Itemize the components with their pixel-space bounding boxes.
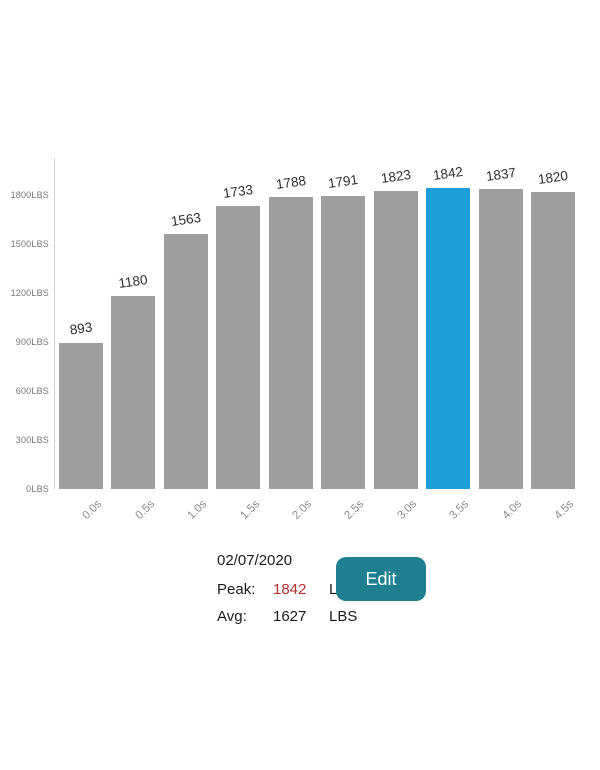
bar-column: 1837 4.0s [478, 158, 524, 522]
y-axis-tick-label: 1500LBS [10, 238, 49, 249]
measurement-date: 02/07/2020 [217, 552, 293, 569]
bar-column: 1563 1.0s [163, 158, 209, 522]
edit-button[interactable]: Edit [336, 557, 426, 601]
bar-value-label: 1180 [118, 272, 149, 292]
bar-value-label: 893 [68, 319, 94, 338]
y-axis-tick-label: 300LBS [15, 434, 49, 445]
bar-value-label: 1842 [432, 163, 464, 183]
bar[interactable] [373, 191, 418, 489]
peak-value: 1842 [273, 581, 307, 598]
bar-column: 1733 1.5s [216, 158, 262, 522]
bar[interactable] [216, 205, 261, 489]
bar-column: 893 0.0s [59, 158, 104, 522]
peak-label: Peak: [217, 581, 256, 598]
bar-column: 1842 3.5s [426, 158, 472, 522]
plot-area: 893 0.0s 1180 0.5s 1563 1.0s 1733 1.5s 1788 2.0s 1… [54, 158, 578, 522]
y-axis-tick-label: 900LBS [15, 336, 49, 347]
force-bar-chart: 0LBS 300LBS 600LBS 900LBS 1200LBS 1500LBS 1800… [0, 158, 578, 522]
bar[interactable] [268, 196, 313, 489]
bar-value-label: 1820 [537, 167, 569, 187]
bar[interactable] [321, 196, 366, 489]
bar-value-label: 1837 [484, 164, 517, 184]
avg-label: Avg: [217, 608, 247, 625]
bar-column: 1180 0.5s [111, 158, 157, 522]
x-axis-tick-label: 4.5s [552, 498, 577, 522]
x-axis-tick-label: 3.0s [395, 498, 420, 522]
bar-value-label: 1733 [222, 181, 255, 201]
bar[interactable] [111, 296, 156, 489]
bar-value-label: 1791 [327, 172, 360, 192]
avg-unit: LBS [329, 608, 358, 625]
bar-highlighted[interactable] [426, 187, 471, 489]
y-axis-tick-label: 0LBS [26, 484, 49, 494]
y-axis-tick-label: 600LBS [15, 385, 49, 396]
x-axis-tick-label: 0.0s [80, 498, 105, 522]
bar[interactable] [478, 188, 523, 489]
x-axis-tick-label: 3.5s [447, 498, 472, 522]
x-axis-tick-label: 2.5s [342, 498, 367, 522]
bar-column: 1788 2.0s [268, 158, 314, 522]
bar[interactable] [530, 191, 575, 489]
bar[interactable] [163, 233, 208, 489]
bar-value-label: 1563 [169, 209, 202, 229]
bar[interactable] [59, 343, 103, 489]
x-axis-tick-label: 2.0s [290, 498, 315, 522]
x-axis-tick-label: 1.5s [237, 498, 262, 522]
x-axis-tick-label: 0.5s [133, 498, 157, 522]
bar-column: 1791 2.5s [321, 158, 367, 522]
y-axis-tick-label: 1800LBS [10, 189, 49, 200]
y-axis: 0LBS 300LBS 600LBS 900LBS 1200LBS 1500LBS 1800… [0, 158, 49, 494]
x-axis-tick-label: 1.0s [185, 498, 210, 522]
bar-value-label: 1788 [274, 172, 307, 192]
x-axis-tick-label: 4.0s [500, 498, 524, 522]
bar-column: 1820 4.5s [530, 158, 576, 522]
bar-value-label: 1823 [379, 167, 412, 187]
avg-value: 1627 [273, 608, 307, 625]
y-axis-tick-label: 1200LBS [10, 287, 49, 298]
bar-column: 1823 3.0s [373, 158, 419, 522]
